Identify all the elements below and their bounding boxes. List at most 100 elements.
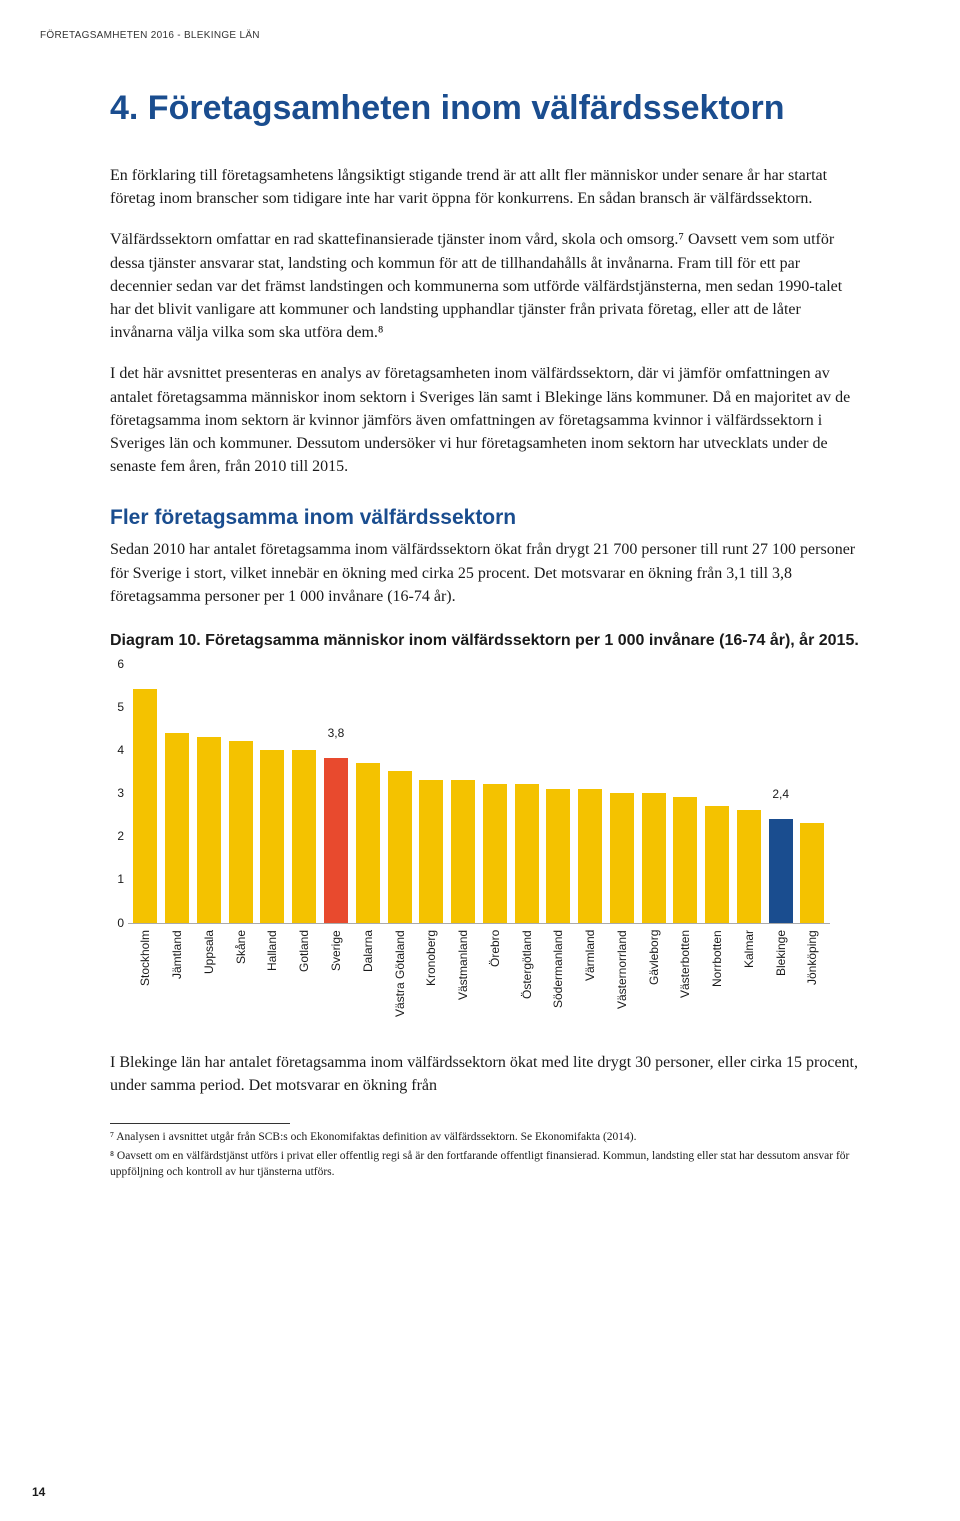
x-axis-label: Blekinge xyxy=(774,930,788,1025)
chart-plot-area: 0123456 3,82,4 xyxy=(128,664,830,924)
x-label-slot: Örebro xyxy=(481,930,508,1025)
bar-slot xyxy=(736,664,763,923)
x-axis-label: Halland xyxy=(265,930,279,1025)
bar-slot xyxy=(259,664,286,923)
x-label-slot: Kronoberg xyxy=(418,930,445,1025)
bar-slot xyxy=(291,664,318,923)
chart-bars: 3,8 2,4 xyxy=(128,664,830,923)
bar-slot xyxy=(418,664,445,923)
x-label-slot: Skåne xyxy=(227,930,254,1025)
x-label-slot: Jönköping xyxy=(799,930,826,1025)
header-note: FÖRETAGSAMHETEN 2016 - BLEKINGE LÄN xyxy=(40,30,860,41)
x-label-slot: Södermanland xyxy=(545,930,572,1025)
x-axis-label: Jönköping xyxy=(805,930,819,1025)
chart-bar xyxy=(737,810,761,922)
x-label-slot: Värmland xyxy=(577,930,604,1025)
x-label-slot: Halland xyxy=(259,930,286,1025)
x-axis-label: Västerbotten xyxy=(678,930,692,1025)
x-axis-label: Uppsala xyxy=(202,930,216,1025)
x-axis-label: Norrbotten xyxy=(710,930,724,1025)
x-label-slot: Västmanland xyxy=(450,930,477,1025)
x-axis-label: Stockholm xyxy=(138,930,152,1025)
bar-slot xyxy=(354,664,381,923)
bar-slot xyxy=(577,664,604,923)
chart-bar xyxy=(705,806,729,923)
chart-bar xyxy=(546,789,570,923)
x-label-slot: Blekinge xyxy=(767,930,794,1025)
chart-bar xyxy=(419,780,443,922)
y-tick: 2 xyxy=(117,829,124,843)
chart-bar xyxy=(197,737,221,923)
x-label-slot: Kalmar xyxy=(736,930,763,1025)
bar-slot xyxy=(196,664,223,923)
chart-bar xyxy=(292,750,316,923)
bar-slot xyxy=(545,664,572,923)
x-label-slot: Västra Götaland xyxy=(386,930,413,1025)
bar-slot xyxy=(481,664,508,923)
x-label-slot: Uppsala xyxy=(196,930,223,1025)
main-heading: 4. Företagsamheten inom välfärdssektorn xyxy=(110,89,860,128)
chart-bar xyxy=(800,823,824,922)
bar-slot xyxy=(704,664,731,923)
x-axis-label: Sverige xyxy=(329,930,343,1025)
chart-bar xyxy=(673,797,697,922)
chart-bar xyxy=(515,784,539,922)
paragraph-2: Välfärdssektorn omfattar en rad skattefi… xyxy=(110,228,860,344)
footnote-separator xyxy=(110,1123,290,1124)
paragraph-3: I det här avsnittet presenteras en analy… xyxy=(110,362,860,478)
footnote-7: ⁷ Analysen i avsnittet utgår från SCB:s … xyxy=(110,1130,860,1146)
page-number: 14 xyxy=(32,1485,45,1499)
x-axis-label: Kalmar xyxy=(742,930,756,1025)
bar-slot: 3,8 xyxy=(323,664,350,923)
x-label-slot: Dalarna xyxy=(354,930,381,1025)
chart-bar xyxy=(229,741,253,922)
chart-bar xyxy=(769,819,793,923)
chart-bar xyxy=(324,758,348,922)
x-label-slot: Gotland xyxy=(291,930,318,1025)
y-tick: 5 xyxy=(117,700,124,714)
x-axis-label: Västmanland xyxy=(456,930,470,1025)
bar-slot: 2,4 xyxy=(767,664,794,923)
diagram-title: Diagram 10. Företagsamma människor inom … xyxy=(110,630,860,652)
x-axis-label: Södermanland xyxy=(551,930,565,1025)
bar-slot xyxy=(386,664,413,923)
bar-value-label: 2,4 xyxy=(772,787,789,803)
bar-slot xyxy=(227,664,254,923)
x-axis-label: Värmland xyxy=(583,930,597,1025)
chart-bar xyxy=(610,793,634,923)
y-tick: 0 xyxy=(117,916,124,930)
x-label-slot: Sverige xyxy=(323,930,350,1025)
x-axis-label: Västra Götaland xyxy=(393,930,407,1025)
bar-slot xyxy=(640,664,667,923)
bar-slot xyxy=(672,664,699,923)
paragraph-4: Sedan 2010 har antalet företagsamma inom… xyxy=(110,538,860,608)
chart-bar xyxy=(642,793,666,923)
x-label-slot: Norrbotten xyxy=(704,930,731,1025)
bar-value-label: 3,8 xyxy=(328,726,345,742)
x-axis-label: Skåne xyxy=(234,930,248,1025)
x-label-slot: Västernorrland xyxy=(608,930,635,1025)
bar-slot xyxy=(513,664,540,923)
y-tick: 4 xyxy=(117,743,124,757)
x-axis-label: Dalarna xyxy=(361,930,375,1025)
bar-slot xyxy=(132,664,159,923)
paragraph-5: I Blekinge län har antalet företagsamma … xyxy=(110,1051,860,1097)
x-axis-label: Gävleborg xyxy=(647,930,661,1025)
bar-slot xyxy=(450,664,477,923)
x-label-slot: Jämtland xyxy=(164,930,191,1025)
x-label-slot: Gävleborg xyxy=(640,930,667,1025)
x-label-slot: Västerbotten xyxy=(672,930,699,1025)
x-axis-labels: Stockholm Jämtland Uppsala Skåne Halland Gotl… xyxy=(128,930,830,1025)
footnote-8: ⁸ Oavsett om en välfärdstjänst utförs i … xyxy=(110,1149,860,1180)
paragraph-1: En förklaring till företagsamhetens lång… xyxy=(110,164,860,210)
chart-bar xyxy=(356,763,380,923)
y-tick: 6 xyxy=(117,657,124,671)
chart-bar xyxy=(578,789,602,923)
x-axis-label: Jämtland xyxy=(170,930,184,1025)
x-label-slot: Östergötland xyxy=(513,930,540,1025)
x-axis-label: Kronoberg xyxy=(424,930,438,1025)
y-axis: 0123456 xyxy=(110,664,128,923)
x-label-slot: Stockholm xyxy=(132,930,159,1025)
bar-slot xyxy=(608,664,635,923)
x-axis-label: Västernorrland xyxy=(615,930,629,1025)
